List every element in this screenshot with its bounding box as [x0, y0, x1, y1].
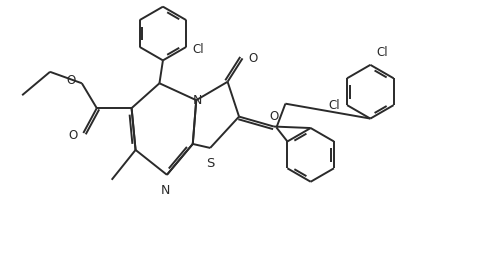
Text: Cl: Cl — [192, 43, 204, 56]
Text: O: O — [270, 109, 278, 123]
Text: N: N — [161, 184, 170, 197]
Text: S: S — [206, 157, 215, 170]
Text: O: O — [248, 52, 258, 65]
Text: Cl: Cl — [376, 46, 388, 59]
Text: N: N — [192, 94, 202, 107]
Text: O: O — [67, 74, 76, 87]
Text: O: O — [68, 129, 78, 142]
Text: Cl: Cl — [328, 99, 340, 112]
